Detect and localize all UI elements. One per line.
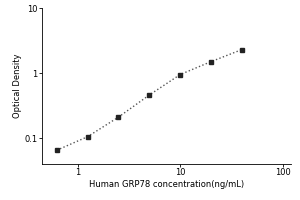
Y-axis label: Optical Density: Optical Density xyxy=(13,54,22,118)
X-axis label: Human GRP78 concentration(ng/mL): Human GRP78 concentration(ng/mL) xyxy=(89,180,244,189)
